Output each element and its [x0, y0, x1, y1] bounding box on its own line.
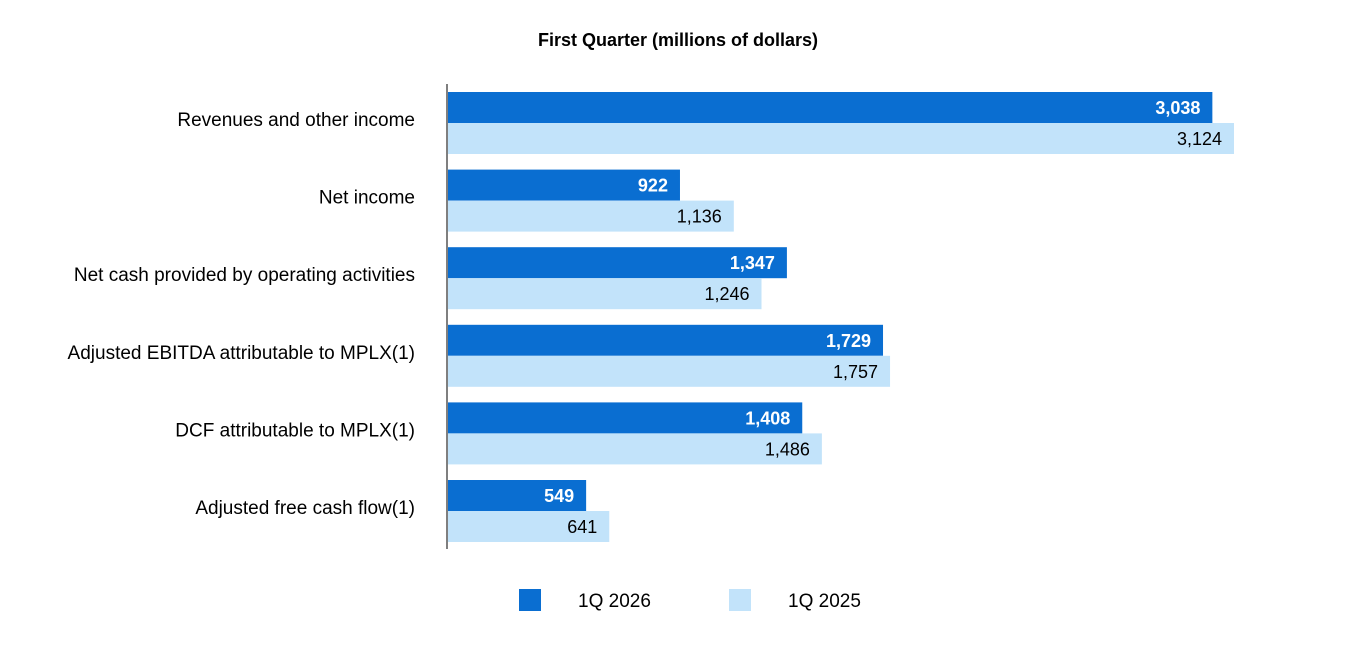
- data-label: 3,038: [1155, 98, 1200, 118]
- category-label: Adjusted free cash flow(1): [195, 498, 415, 519]
- bar-current: [448, 480, 587, 511]
- data-label: 549: [544, 486, 574, 506]
- bar-prior: [448, 200, 734, 232]
- data-label: 922: [638, 176, 668, 196]
- data-label: 1,136: [677, 207, 722, 227]
- chart-title: First Quarter (millions of dollars): [538, 30, 818, 50]
- category-label: Revenues and other income: [177, 110, 415, 131]
- data-label: 1,347: [730, 253, 775, 273]
- category-label: Net cash provided by operating activitie…: [74, 265, 415, 286]
- data-label: 1,408: [745, 408, 790, 428]
- category-label: Net income: [319, 188, 415, 209]
- bar-prior: [448, 511, 610, 542]
- category-label: Adjusted EBITDA attributable to MPLX(1): [68, 343, 415, 364]
- bar-prior: [448, 123, 1234, 154]
- legend: 1Q 2026 1Q 2025: [519, 589, 861, 612]
- data-label: 1,246: [704, 284, 749, 304]
- bar-prior: [448, 278, 762, 310]
- bar-current: [448, 324, 884, 356]
- bar-prior: [448, 355, 891, 387]
- bar-current: [448, 402, 803, 434]
- legend-swatch: [519, 589, 541, 611]
- category-label: DCF attributable to MPLX(1): [175, 420, 415, 441]
- data-label: 641: [567, 517, 597, 537]
- legend-label: 1Q 2026: [578, 591, 651, 612]
- bars-layer: Revenues and other income 3,038 3,124 Net i…: [68, 92, 1234, 542]
- bar-current: [448, 169, 680, 201]
- bar-prior: [448, 433, 822, 465]
- data-label: 3,124: [1177, 129, 1222, 149]
- legend-label: 1Q 2025: [788, 591, 861, 612]
- bar-current: [448, 247, 787, 279]
- bar-current: [448, 92, 1213, 123]
- data-label: 1,729: [826, 331, 871, 351]
- data-label: 1,486: [765, 439, 810, 459]
- data-label: 1,757: [833, 362, 878, 382]
- legend-swatch: [729, 589, 751, 611]
